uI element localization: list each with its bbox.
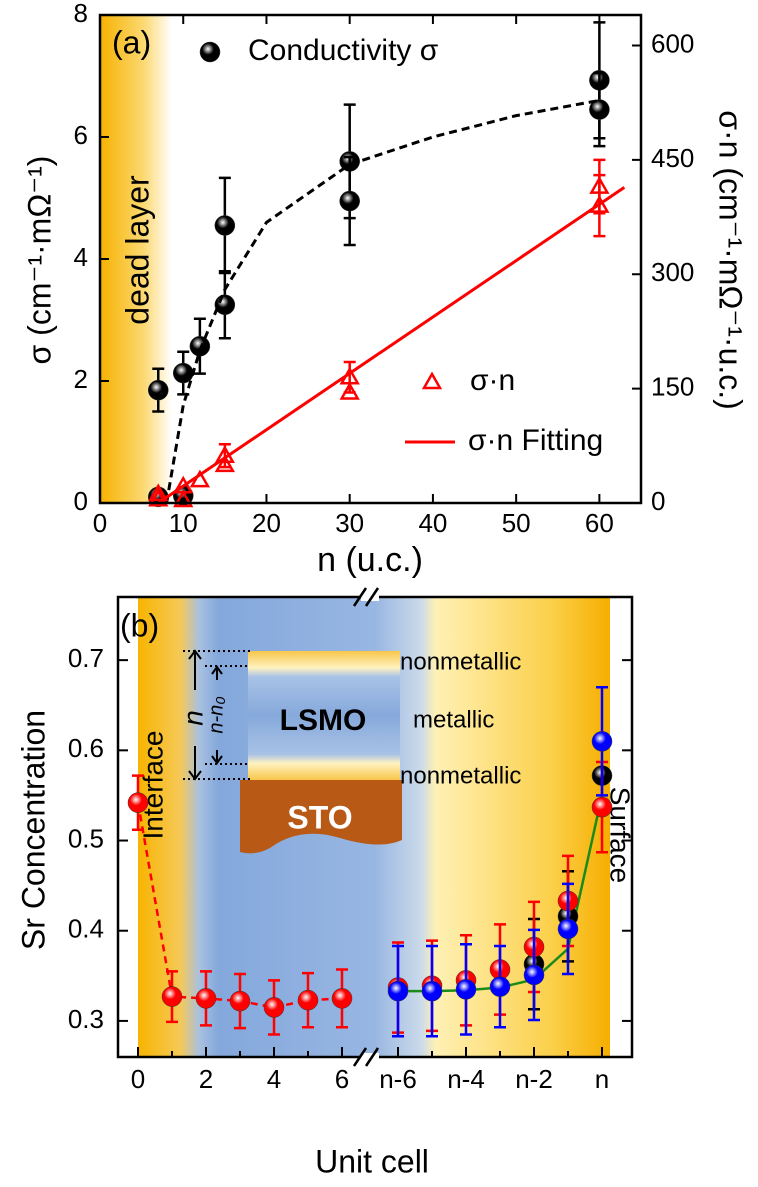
- plot-frame: [98, 13, 643, 505]
- marker: [589, 195, 610, 213]
- y2-tick-label: 600: [651, 28, 694, 58]
- sto-substrate: [240, 780, 402, 854]
- x-tick-label: 6: [335, 1064, 349, 1094]
- inset-diagram: nonmetallic metallic nonmetallic LSMO ST…: [177, 648, 521, 854]
- marker: [331, 988, 353, 1009]
- x-tick-label: 20: [252, 508, 281, 538]
- fit-line: [157, 186, 626, 505]
- panel-label: (b): [120, 607, 159, 643]
- annotation: dead layer: [119, 175, 155, 325]
- panel-label: (a): [112, 24, 151, 60]
- y2-tick-label: 0: [651, 486, 665, 516]
- y2-tick-label: 450: [651, 143, 694, 173]
- marker: [421, 980, 443, 1002]
- marker: [148, 379, 169, 401]
- marker: [339, 381, 360, 400]
- inset-label: nonmetallic: [400, 762, 521, 789]
- axis-break-gap: [361, 1053, 379, 1061]
- substrate-label: STO: [287, 799, 352, 835]
- x-tick-label: 4: [267, 1064, 281, 1094]
- axis-break: [352, 587, 380, 607]
- y-tick-label: 0.6: [68, 733, 104, 763]
- x-tick-label: 40: [418, 508, 447, 538]
- y-axis-label: σ (cm⁻¹·mΩ⁻¹): [21, 156, 57, 365]
- marker: [214, 294, 236, 315]
- y-tick-label: 0: [74, 486, 88, 516]
- marker: [214, 215, 236, 236]
- marker: [189, 335, 211, 357]
- marker: [173, 489, 194, 508]
- marker: [339, 190, 360, 212]
- marker: [297, 989, 319, 1011]
- x-tick-label: 2: [199, 1064, 213, 1094]
- marker: [589, 99, 610, 120]
- film-label: LSMO: [280, 704, 367, 737]
- inset-label: nonmetallic: [400, 648, 521, 675]
- axis-break: [352, 1047, 380, 1067]
- marker: [387, 980, 409, 1002]
- axis-break-gap: [361, 593, 379, 601]
- marker: [523, 964, 545, 986]
- y-axis-label: Sr Concentration: [15, 710, 51, 950]
- thickness-label: n: [177, 710, 208, 726]
- y-tick-label: 6: [74, 120, 88, 150]
- x-tick-label: 10: [169, 508, 198, 538]
- x-tick-label: n-2: [515, 1064, 553, 1094]
- lsmo-layer: [248, 651, 400, 780]
- marker: [148, 483, 169, 502]
- x-tick-label: n: [595, 1064, 609, 1094]
- marker: [148, 488, 169, 507]
- arrows: [188, 649, 223, 781]
- marker: [214, 454, 235, 473]
- dead-layer-shading: [100, 15, 172, 503]
- annotation: Interface: [137, 731, 168, 840]
- x-axis-label: Unit cell: [315, 1143, 429, 1179]
- marker: [127, 792, 149, 813]
- x-tick-label: 50: [502, 508, 531, 538]
- legend-label: Conductivity σ: [248, 34, 439, 67]
- y2-tick-label: 300: [651, 257, 694, 287]
- marker: [229, 990, 251, 1012]
- legend-label: σ·n: [470, 364, 515, 397]
- x-tick-label: n-4: [447, 1064, 485, 1094]
- marker: [591, 731, 613, 752]
- marker: [263, 997, 285, 1018]
- legend-marker: [199, 41, 221, 63]
- x-tick-label: 0: [131, 1064, 145, 1094]
- marker: [161, 986, 183, 1007]
- legend-marker: [421, 371, 443, 390]
- y-tick-label: 2: [74, 364, 88, 394]
- y-tick-label: 4: [74, 242, 88, 272]
- x-tick-label: 30: [335, 508, 364, 538]
- y-tick-label: 0.5: [68, 823, 104, 853]
- y-tick-label: 0.4: [68, 914, 104, 944]
- fit-line: [165, 98, 600, 504]
- metallic-thickness-label: n-n₀: [205, 696, 227, 733]
- y2-tick-label: 150: [651, 372, 694, 402]
- inset-label: metallic: [413, 706, 494, 733]
- x-tick-label: 0: [93, 508, 107, 538]
- y-tick-label: 8: [74, 0, 88, 28]
- x-tick-label: 60: [585, 508, 614, 538]
- y2-axis-label: σ·n (cm⁻¹·mΩ⁻¹·u.c.): [713, 110, 749, 410]
- y-tick-label: 0.7: [68, 643, 104, 673]
- x-tick-label: n-6: [379, 1064, 417, 1094]
- legend-label: σ·n Fitting: [468, 424, 603, 457]
- marker: [557, 918, 579, 940]
- marker: [591, 796, 613, 818]
- marker: [489, 976, 511, 997]
- y-tick-label: 0.3: [68, 1004, 104, 1034]
- marker: [195, 988, 217, 1009]
- marker: [172, 362, 194, 384]
- marker: [455, 979, 477, 1000]
- x-axis-label: n (u.c.): [317, 541, 423, 579]
